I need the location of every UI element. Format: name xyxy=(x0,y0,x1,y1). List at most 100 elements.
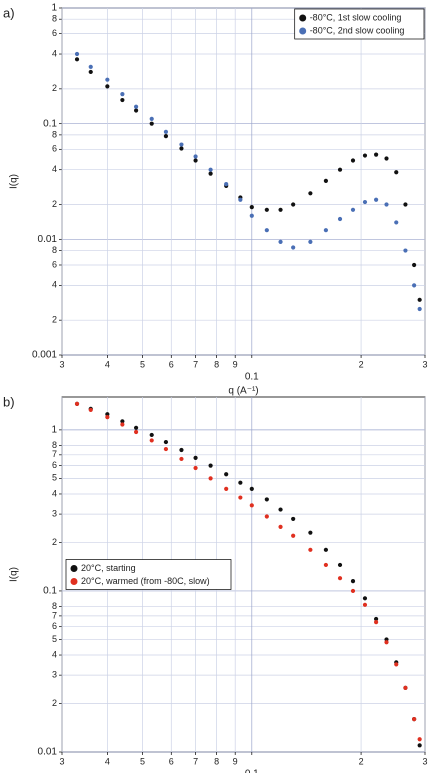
x-tick-label: 8 xyxy=(214,359,219,369)
data-point xyxy=(133,104,139,109)
legend-label: 20°C, warmed (from -80C, slow) xyxy=(81,576,210,586)
data-point xyxy=(323,562,329,568)
data-point xyxy=(105,77,110,82)
y-tick-label: 2 xyxy=(52,199,57,209)
data-point xyxy=(374,616,379,622)
data-point xyxy=(278,239,283,245)
legend-label: -80°C, 2nd slow cooling xyxy=(310,25,405,35)
y-tick-label: 4 xyxy=(52,488,57,498)
data-point xyxy=(291,533,296,538)
data-point xyxy=(384,202,389,207)
y-tick-label: 6 xyxy=(52,460,57,470)
x-tick-label: 2 xyxy=(359,756,364,766)
y-tick-label: 4 xyxy=(52,649,57,659)
data-point xyxy=(224,182,229,187)
data-point xyxy=(308,191,313,196)
y-axis-label: I(q) xyxy=(9,174,20,189)
x-tick-label: 7 xyxy=(193,756,198,766)
y-tick-label: 2 xyxy=(52,315,57,325)
data-point xyxy=(163,439,169,445)
data-point xyxy=(120,419,125,424)
data-point xyxy=(278,207,283,212)
data-point xyxy=(417,297,422,302)
data-point xyxy=(74,57,80,62)
data-point xyxy=(163,446,169,452)
data-point xyxy=(88,407,93,413)
panel-label: a) xyxy=(3,5,15,20)
data-point xyxy=(133,425,139,430)
y-tick-label: 4 xyxy=(52,164,57,174)
data-point xyxy=(149,438,154,443)
data-point xyxy=(417,737,422,742)
data-point xyxy=(308,547,313,552)
data-point xyxy=(105,84,110,89)
data-point xyxy=(133,429,139,435)
y-tick-label: 7 xyxy=(52,610,57,620)
x-tick-label: 4 xyxy=(105,756,110,766)
x-tick-label: 0.1 xyxy=(245,769,259,773)
legend-box xyxy=(65,559,232,590)
data-point xyxy=(249,486,254,492)
legend-label: -80°C, 1st slow cooling xyxy=(310,12,402,22)
data-point xyxy=(264,228,269,233)
data-point xyxy=(374,197,379,202)
data-point xyxy=(350,158,356,163)
data-point xyxy=(149,116,154,121)
y-tick-label: 3 xyxy=(52,670,57,680)
data-point xyxy=(163,129,169,134)
data-point xyxy=(120,97,125,103)
x-tick-label: 6 xyxy=(169,359,174,369)
data-point xyxy=(88,69,93,75)
data-point xyxy=(337,562,343,568)
data-point xyxy=(384,156,389,161)
data-point xyxy=(149,121,154,126)
y-tick-label: 6 xyxy=(52,28,57,38)
legend-marker xyxy=(299,14,307,22)
x-tick-label: 3 xyxy=(59,359,64,369)
y-tick-label: 4 xyxy=(52,48,57,58)
data-point xyxy=(163,134,169,139)
x-tick-label: 2 xyxy=(359,359,364,369)
x-tick-label: 3 xyxy=(422,756,427,766)
x-tick-label: 5 xyxy=(140,756,145,766)
legend-marker xyxy=(70,565,78,572)
y-tick-label: 3 xyxy=(52,508,57,518)
data-point xyxy=(374,620,379,625)
data-point xyxy=(149,432,154,438)
data-point xyxy=(291,245,296,250)
data-point xyxy=(337,167,343,172)
data-point xyxy=(362,199,368,205)
y-tick-label: 2 xyxy=(52,83,57,93)
data-point xyxy=(74,401,80,406)
x-tick-label: 9 xyxy=(233,359,238,369)
y-tick-label: 2 xyxy=(52,698,57,708)
x-axis-label: q (A⁻¹) xyxy=(228,386,258,397)
y-tick-label: 6 xyxy=(52,621,57,631)
data-point xyxy=(308,239,313,245)
y-tick-label: 8 xyxy=(52,245,57,255)
x-tick-label: 3 xyxy=(422,359,427,369)
data-point xyxy=(417,306,422,312)
data-point xyxy=(179,142,184,147)
y-tick-label: 2 xyxy=(52,537,57,547)
data-point xyxy=(394,170,399,175)
data-point xyxy=(403,248,408,253)
y-tick-label: 7 xyxy=(52,449,57,459)
y-tick-label: 0.1 xyxy=(43,586,57,597)
y-tick-label: 1 xyxy=(51,3,57,14)
data-point xyxy=(238,197,243,202)
data-point xyxy=(120,422,125,427)
data-point xyxy=(120,92,125,97)
y-tick-label: 1 xyxy=(51,425,57,436)
data-point xyxy=(412,262,417,268)
data-point xyxy=(291,202,296,207)
data-point xyxy=(193,154,198,159)
y-tick-label: 6 xyxy=(52,259,57,269)
data-point xyxy=(362,602,368,607)
data-point xyxy=(179,146,184,151)
data-point xyxy=(337,216,343,222)
data-point xyxy=(403,685,408,691)
data-point xyxy=(278,524,283,529)
data-point xyxy=(278,507,283,512)
